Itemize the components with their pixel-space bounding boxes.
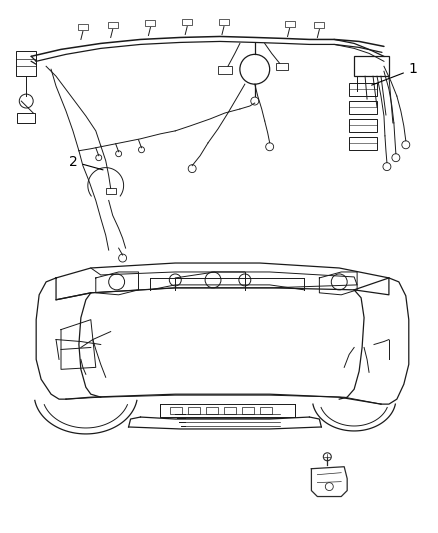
FancyBboxPatch shape <box>17 113 35 123</box>
FancyBboxPatch shape <box>160 404 294 417</box>
Text: 1: 1 <box>371 62 418 85</box>
FancyBboxPatch shape <box>188 407 200 414</box>
FancyBboxPatch shape <box>224 407 236 414</box>
FancyBboxPatch shape <box>108 21 118 28</box>
FancyBboxPatch shape <box>349 83 377 96</box>
FancyBboxPatch shape <box>314 21 324 28</box>
FancyBboxPatch shape <box>354 56 389 76</box>
FancyBboxPatch shape <box>145 20 155 26</box>
FancyBboxPatch shape <box>219 19 229 25</box>
FancyBboxPatch shape <box>218 66 232 74</box>
FancyBboxPatch shape <box>206 407 218 414</box>
FancyBboxPatch shape <box>78 23 88 29</box>
Text: 2: 2 <box>69 155 103 170</box>
FancyBboxPatch shape <box>349 101 377 114</box>
FancyBboxPatch shape <box>349 137 377 150</box>
FancyBboxPatch shape <box>276 63 288 70</box>
Circle shape <box>323 453 331 461</box>
FancyBboxPatch shape <box>242 407 254 414</box>
FancyBboxPatch shape <box>285 21 294 27</box>
FancyBboxPatch shape <box>182 19 192 25</box>
FancyBboxPatch shape <box>349 119 377 132</box>
Polygon shape <box>311 467 347 497</box>
FancyBboxPatch shape <box>106 189 116 195</box>
FancyBboxPatch shape <box>16 51 36 76</box>
FancyBboxPatch shape <box>170 407 182 414</box>
FancyBboxPatch shape <box>260 407 272 414</box>
